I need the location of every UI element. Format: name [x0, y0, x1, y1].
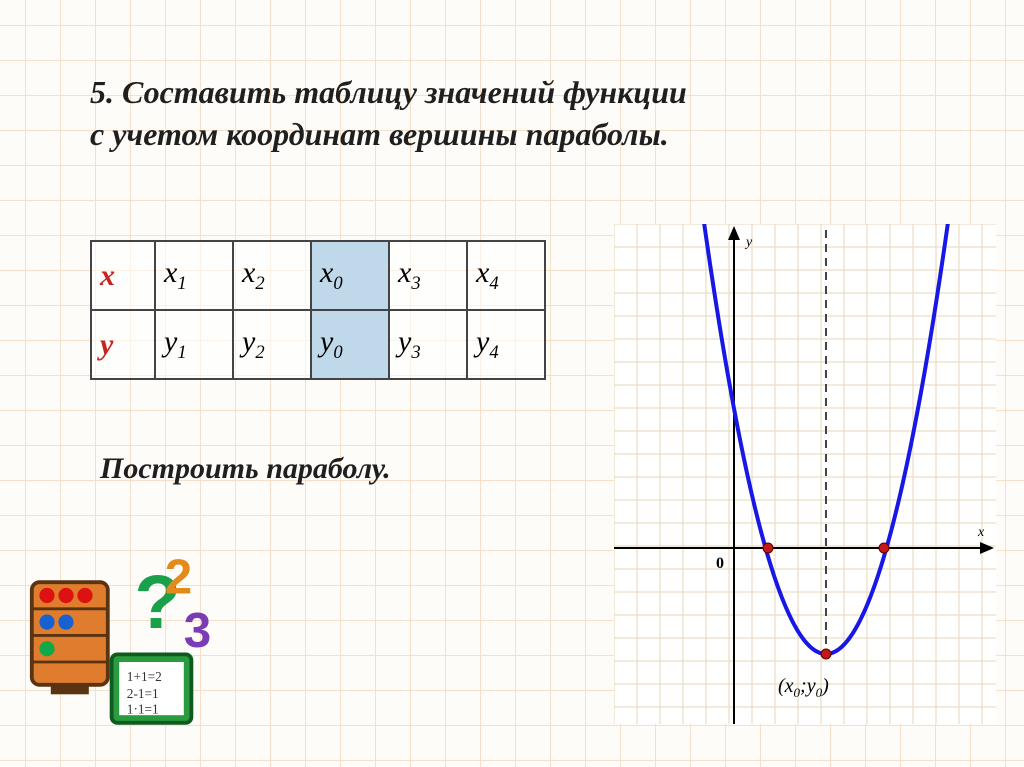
cell-x2: x2	[233, 241, 311, 310]
task-heading: 5. Составить таблицу значений функции с …	[90, 72, 910, 155]
cell-x0: x0	[311, 241, 389, 310]
cell-y1: y1	[155, 310, 233, 379]
cell-x4: x4	[467, 241, 545, 310]
cell-y3: y3	[389, 310, 467, 379]
values-table: x x1 x2 x0 x3 x4 y y1 y2 y0 y3 y4	[90, 240, 546, 380]
svg-text:(x0;y0): (x0;y0)	[778, 675, 829, 700]
svg-text:0: 0	[716, 555, 724, 572]
svg-text:y: y	[744, 235, 753, 250]
table-row: x x1 x2 x0 x3 x4	[91, 241, 545, 310]
svg-text:1·1=1: 1·1=1	[127, 701, 159, 716]
svg-text:x: x	[977, 525, 985, 540]
cell-y2: y2	[233, 310, 311, 379]
cell-x3: x3	[389, 241, 467, 310]
svg-text:2-1=1: 2-1=1	[127, 686, 159, 701]
cell-x1: x1	[155, 241, 233, 310]
table-row: y y1 y2 y0 y3 y4	[91, 310, 545, 379]
parabola-chart: y x 0 (x0;y0)	[614, 224, 996, 724]
svg-text:3: 3	[184, 603, 211, 658]
svg-text:1+1=2: 1+1=2	[127, 669, 162, 684]
svg-text:2: 2	[165, 550, 192, 605]
cell-y0: y0	[311, 310, 389, 379]
row-head-x: x	[91, 241, 155, 310]
row-head-y: y	[91, 310, 155, 379]
heading-line2: с учетом координат вершины параболы.	[90, 116, 669, 152]
build-parabola-caption: Построить параболу.	[100, 452, 391, 486]
heading-line1: 5. Составить таблицу значений функции	[90, 74, 687, 110]
cell-y4: y4	[467, 310, 545, 379]
math-decor-icon: ? 2 3 1+1=2 2-1=1 1·1=1	[28, 548, 218, 738]
